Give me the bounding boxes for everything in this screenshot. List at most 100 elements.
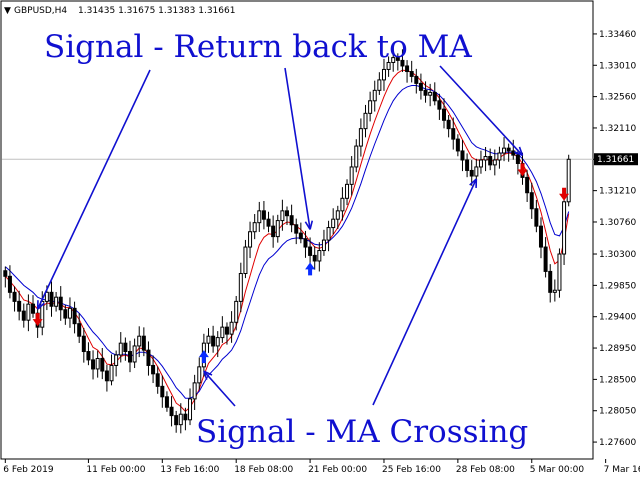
- header-symbol: GBPUSD,H4: [14, 6, 67, 16]
- candle-body: [345, 183, 350, 199]
- candle-body: [534, 208, 539, 227]
- candle-body: [548, 270, 553, 293]
- candle-body: [183, 413, 188, 421]
- candle-body: [54, 296, 59, 307]
- buy-signal-arrow: [198, 350, 209, 364]
- price-tick-label: 1.33460: [599, 30, 636, 40]
- annotation-arrowhead: [36, 300, 45, 310]
- candle-body: [275, 220, 280, 238]
- sell-signal-arrow: [517, 163, 528, 177]
- candle-body: [428, 91, 433, 96]
- candle-body: [86, 351, 91, 361]
- candle-body: [405, 65, 410, 73]
- candle-body: [381, 68, 386, 81]
- candle-body: [285, 210, 289, 217]
- candle-body: [169, 406, 174, 417]
- candle-body: [206, 335, 211, 344]
- candle-body: [164, 396, 169, 408]
- candle-body: [146, 349, 151, 366]
- candle-body: [243, 246, 248, 275]
- candle-body: [174, 415, 179, 426]
- candle-body: [442, 108, 447, 121]
- annotation-arrowhead: [513, 146, 524, 157]
- candle-body: [211, 335, 216, 347]
- candle-body: [358, 128, 363, 147]
- candle-body: [127, 351, 132, 363]
- candle-body: [326, 227, 331, 241]
- candle-body: [257, 210, 262, 224]
- candle-body: [455, 138, 460, 152]
- candle-body: [31, 303, 36, 314]
- candle-body: [280, 210, 285, 222]
- chart-header: ▼ GBPUSD,H4 1.31435 1.31675 1.31383 1.31…: [4, 6, 235, 16]
- candle-body: [395, 57, 400, 61]
- candle-body: [77, 323, 82, 337]
- candle-body: [155, 373, 160, 387]
- candle-body: [492, 159, 497, 166]
- candle-body: [465, 159, 470, 171]
- candle-body: [349, 166, 354, 185]
- sell-signal-arrow: [559, 187, 570, 201]
- candle-body: [317, 250, 322, 262]
- candle-body: [44, 291, 49, 302]
- annotation-arrowhead: [203, 370, 213, 380]
- candle-body: [368, 100, 373, 114]
- candle-body: [446, 119, 451, 130]
- candle-body: [331, 218, 336, 229]
- header-ohlc: 1.31435 1.31675 1.31383 1.31661: [78, 6, 235, 16]
- candle-body: [298, 232, 303, 240]
- candle-body: [248, 231, 253, 248]
- candle-body: [386, 61, 391, 70]
- candle-body: [483, 156, 488, 161]
- candle-body: [137, 335, 142, 347]
- candle-body: [418, 82, 423, 91]
- candle-body: [474, 166, 479, 177]
- candle-body: [312, 254, 317, 262]
- annotation-arrow-line: [439, 65, 524, 156]
- time-tick-label: 28 Feb 08:00: [456, 465, 515, 475]
- slow-ma-line: [4, 85, 570, 399]
- price-tick-label: 1.30300: [599, 250, 636, 260]
- candle-body: [538, 225, 543, 248]
- time-tick-label: 25 Feb 16:00: [382, 465, 441, 475]
- candle-body: [340, 197, 345, 212]
- candle-body: [469, 169, 474, 177]
- candle-body: [423, 89, 428, 96]
- time-tick-label: 18 Feb 08:00: [234, 465, 293, 475]
- candle-body: [391, 57, 396, 63]
- candle-body: [308, 246, 313, 256]
- annotation-arrow-line: [284, 67, 311, 230]
- price-tick-label: 1.28050: [599, 407, 636, 417]
- candle-body: [67, 307, 72, 319]
- candle-body: [63, 309, 68, 319]
- candle-body: [451, 128, 456, 140]
- candle-body: [335, 210, 340, 220]
- candle-body: [3, 270, 8, 277]
- candle-body: [460, 150, 465, 161]
- candle-body: [123, 342, 128, 353]
- candle-body: [58, 296, 63, 311]
- candle-body: [414, 75, 419, 84]
- price-tick-label: 1.27600: [599, 438, 636, 448]
- plot-frame: [0, 0, 594, 460]
- time-tick-label: 7 Mar 16:00: [604, 465, 640, 475]
- candle-body: [363, 112, 368, 130]
- candle-body: [552, 289, 557, 293]
- candle-body: [72, 307, 77, 325]
- candle-body: [321, 239, 326, 252]
- time-axis: 6 Feb 2019 11 Feb 00:00 13 Feb 16:00 18 Feb…: [3, 459, 640, 475]
- candle-body: [294, 224, 299, 234]
- candle-body: [529, 192, 534, 210]
- time-tick-label: 5 Mar 00:00: [530, 465, 585, 475]
- price-tick-label: 1.28500: [599, 375, 636, 385]
- candle-body: [49, 291, 54, 307]
- candle-body: [26, 303, 31, 321]
- candle-body: [488, 156, 493, 166]
- annotation-arrow-line: [36, 69, 151, 310]
- annotation-bottom: Signal - MA Crossing: [196, 414, 528, 450]
- candle-body: [271, 225, 276, 238]
- signal-arrows: [32, 163, 570, 364]
- annotation-arrowhead: [304, 220, 314, 230]
